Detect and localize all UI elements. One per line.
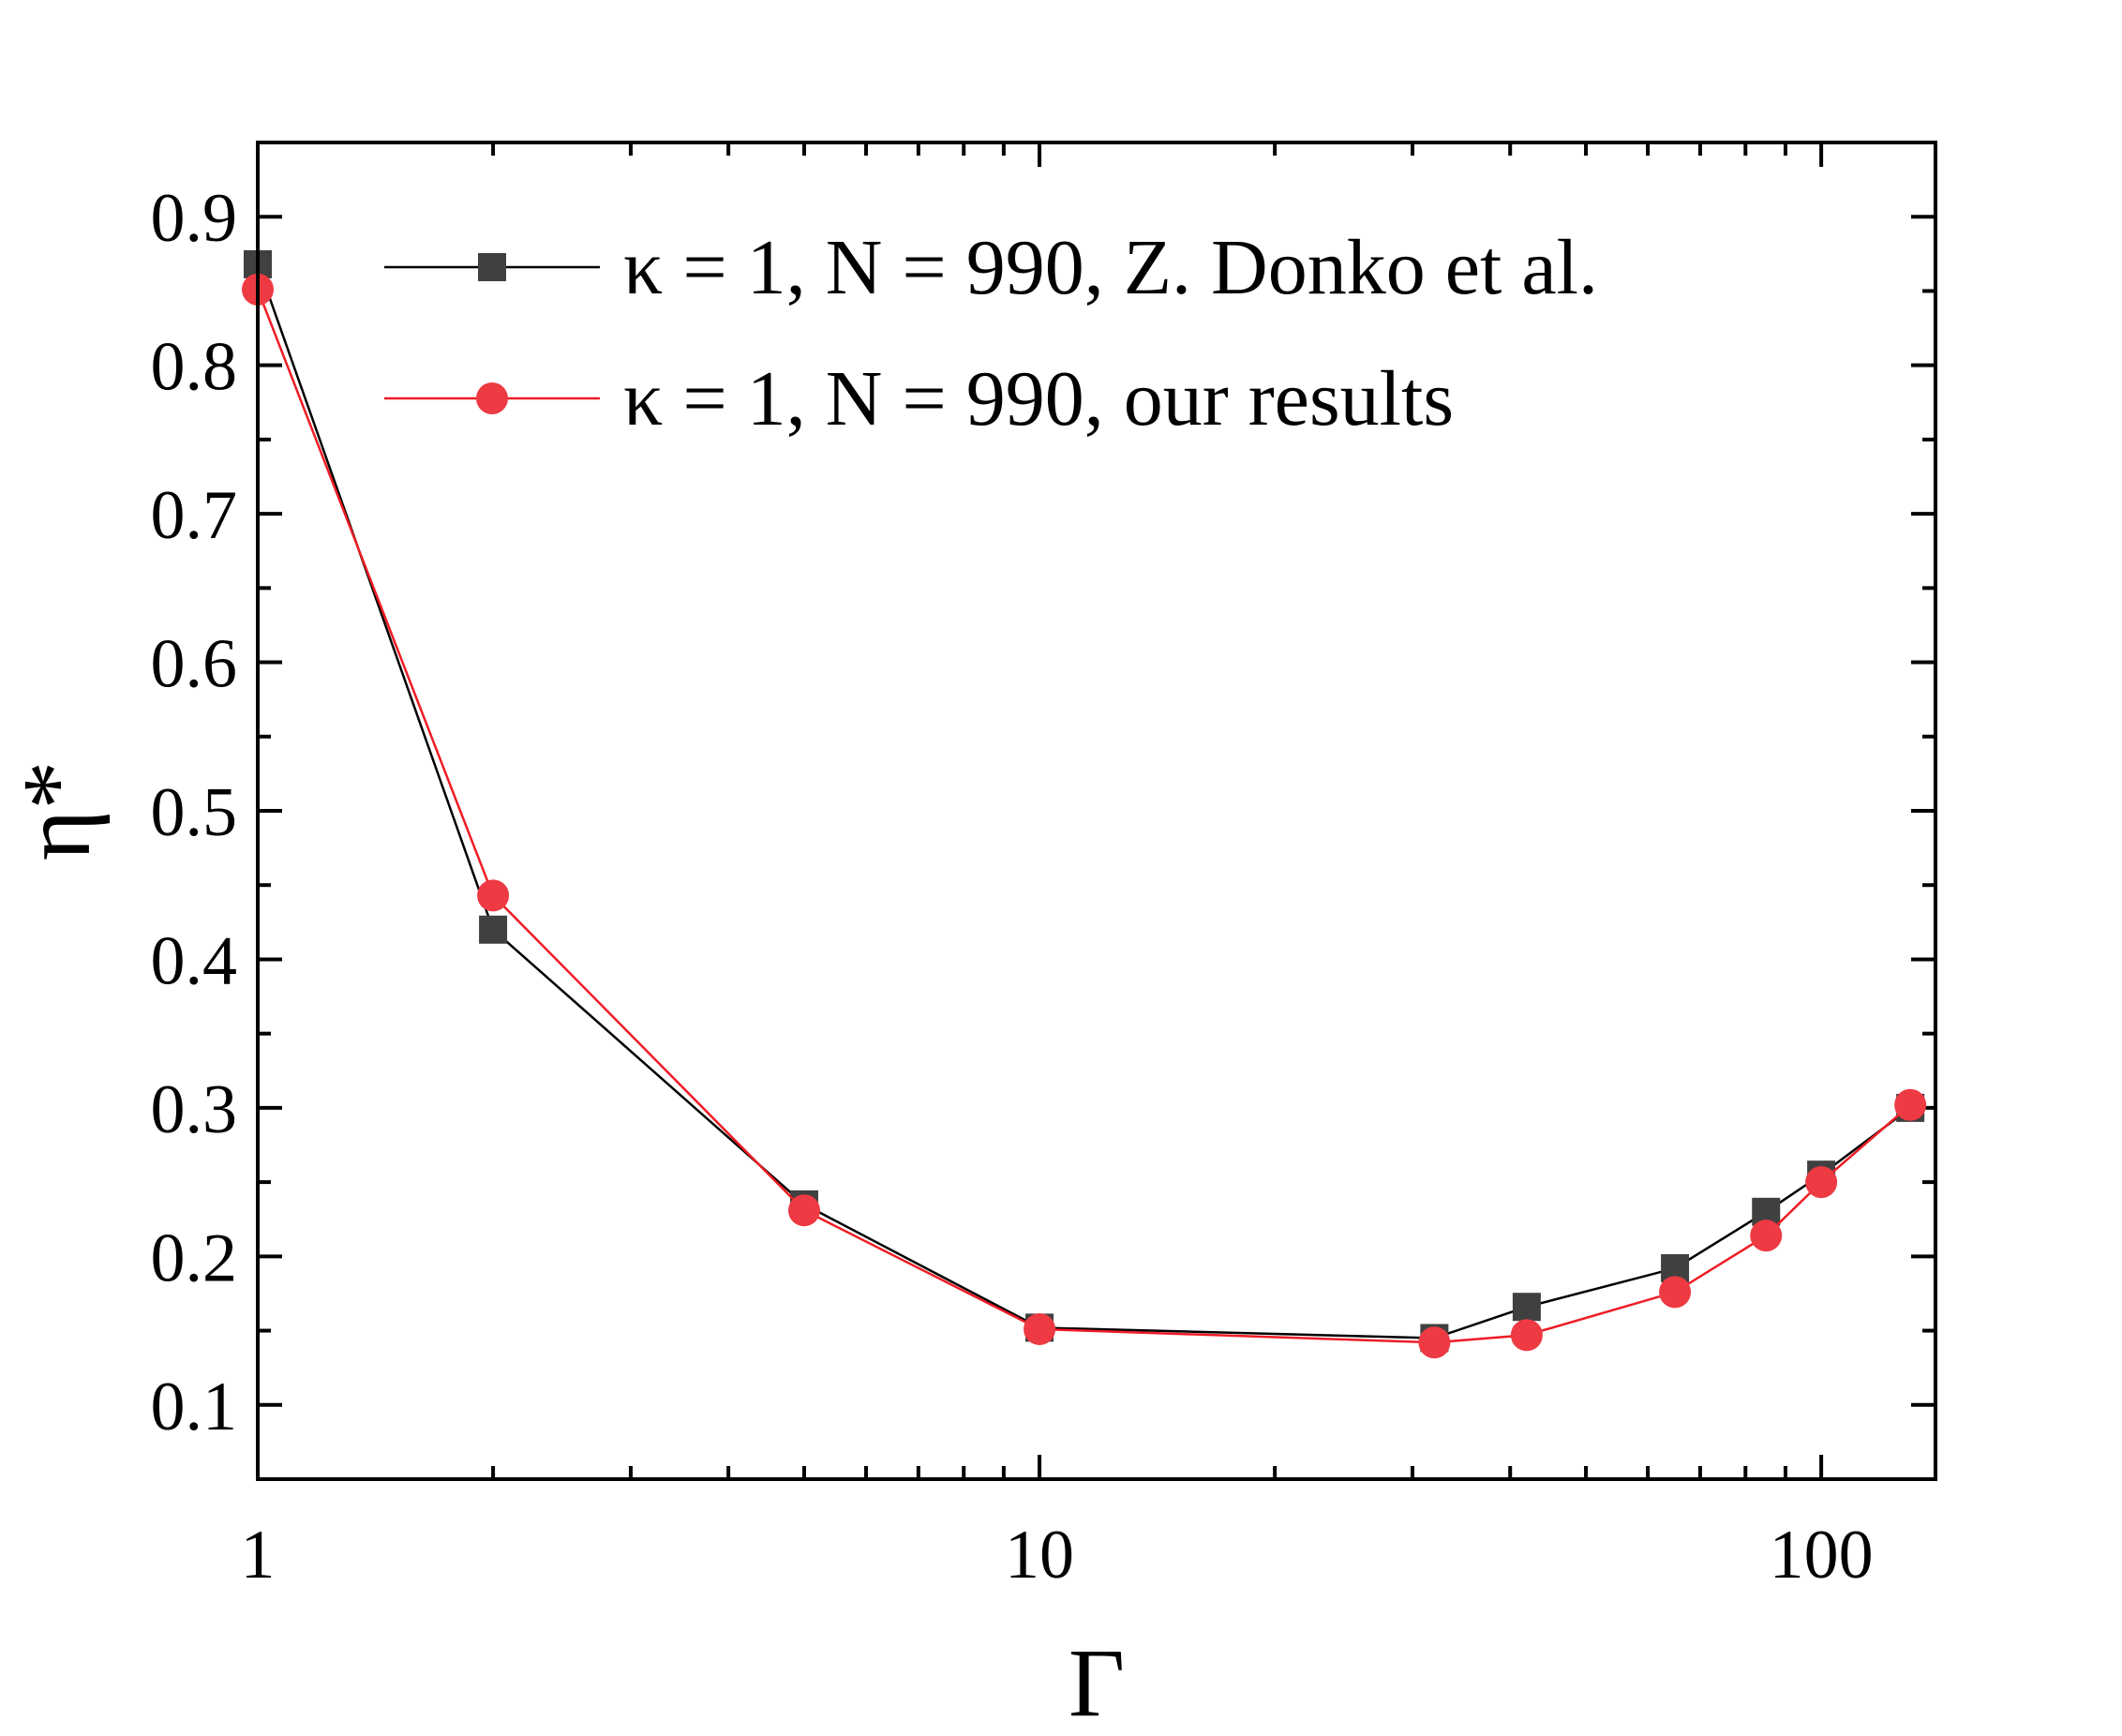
- y-tick-label: 0.3: [151, 1071, 238, 1148]
- data-point-circle: [1750, 1220, 1783, 1252]
- y-tick-label: 0.2: [151, 1220, 238, 1296]
- data-point-circle: [1510, 1319, 1543, 1352]
- x-axis-title: Γ: [1068, 1629, 1125, 1736]
- x-tick-label: 10: [1005, 1517, 1074, 1594]
- y-tick-label: 0.9: [151, 180, 238, 257]
- series-our-results: [242, 273, 1927, 1359]
- series-line: [256, 289, 1912, 1344]
- legend-label: κ = 1, N = 990, our results: [623, 355, 1454, 442]
- legend-entry: κ = 1, N = 990, Z. Donko et al.: [384, 224, 1598, 311]
- data-point-circle: [1418, 1326, 1451, 1359]
- data-point-circle: [477, 879, 510, 912]
- data-point-circle: [1805, 1166, 1838, 1199]
- axis-tick-labels: 1 10 100 0.1 0.2 0.3 0.4 0.5 0.6 0.7 0.8 0.9: [151, 180, 1874, 1594]
- y-tick-label: 0.4: [151, 922, 238, 999]
- legend-label: κ = 1, N = 990, Z. Donko et al.: [623, 224, 1598, 311]
- series-line: [256, 263, 1911, 1339]
- data-point-square: [1512, 1293, 1541, 1322]
- data-point-circle: [1659, 1276, 1692, 1309]
- series-layer: [242, 249, 1927, 1359]
- data-point-circle: [1024, 1312, 1056, 1345]
- y-tick-label: 0.5: [151, 774, 238, 851]
- legend-marker-square: [478, 253, 506, 281]
- plot-frame: [256, 141, 1937, 1481]
- legend-marker-circle: [476, 382, 508, 414]
- x-tick-label: 1: [241, 1517, 276, 1594]
- y-tick-label: 0.1: [151, 1369, 238, 1445]
- data-point-circle: [787, 1194, 820, 1227]
- y-tick-label: 0.7: [151, 477, 238, 554]
- legend: κ = 1, N = 990, Z. Donko et al. κ = 1, N …: [384, 224, 1598, 442]
- y-tick-label: 0.8: [151, 329, 238, 406]
- data-point-square: [479, 915, 508, 944]
- x-tick-label: 100: [1770, 1517, 1874, 1594]
- legend-entry: κ = 1, N = 990, our results: [384, 355, 1454, 442]
- data-point-circle: [1894, 1088, 1927, 1121]
- y-axis-title: η*: [3, 761, 111, 861]
- y-tick-label: 0.6: [151, 626, 238, 703]
